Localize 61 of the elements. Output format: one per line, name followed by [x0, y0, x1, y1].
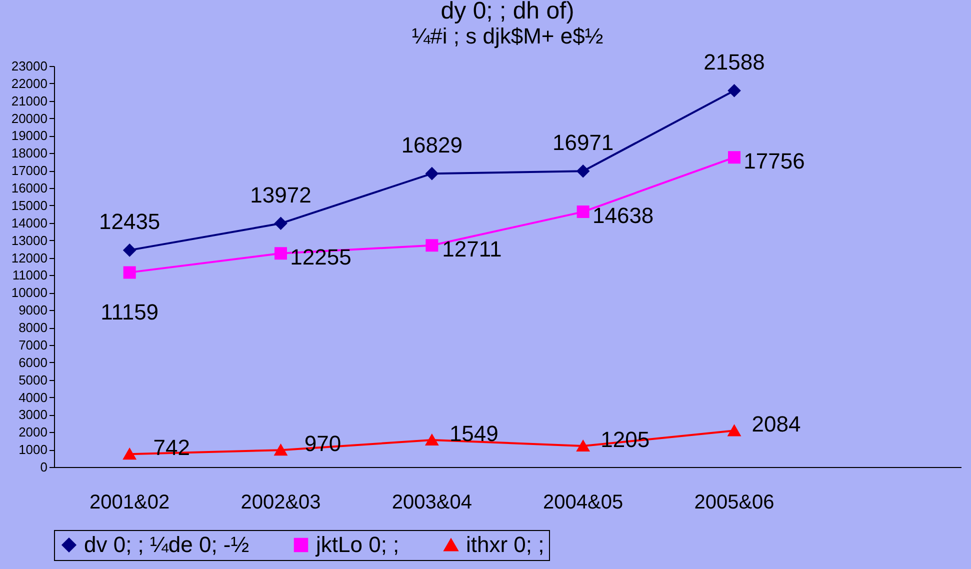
- y-tick-label: 19000: [11, 128, 48, 144]
- point: [728, 84, 740, 97]
- y-tick-label: 14000: [11, 215, 48, 230]
- x-tick-label: 2005&06: [694, 492, 774, 514]
- data-label: 11159: [100, 299, 159, 324]
- point: [728, 425, 740, 436]
- chart-title: dy 0; ; dh of): [440, 0, 574, 25]
- point: [123, 244, 136, 256]
- data-label: 16971: [552, 130, 614, 156]
- y-tick-label: 16000: [11, 180, 48, 196]
- data-label: 13972: [250, 182, 312, 208]
- data-label: 12255: [290, 244, 352, 270]
- point: [576, 440, 590, 452]
- y-tick-label: 15000: [11, 198, 48, 213]
- y-tick-label: 1000: [18, 442, 48, 458]
- point: [426, 239, 438, 252]
- y-tick-label: 2000: [18, 424, 48, 440]
- point: [123, 266, 136, 279]
- y-tick-label: 22000: [11, 76, 48, 91]
- data-label: 14638: [592, 202, 654, 228]
- point: [274, 217, 287, 230]
- point: [576, 206, 590, 218]
- chart-subtitle: ¼#i ; s djk$M+ e$½: [412, 24, 604, 49]
- y-tick-label: 7000: [18, 337, 48, 352]
- data-label: 21588: [704, 50, 765, 75]
- data-label: 12435: [98, 209, 160, 234]
- point: [728, 151, 740, 164]
- legend-label: jktLo 0; ;: [315, 532, 400, 557]
- y-tick-label: 0: [40, 460, 48, 474]
- y-tick-label: 21000: [11, 93, 48, 108]
- point: [576, 164, 590, 178]
- y-tick-label: 17000: [11, 163, 48, 178]
- legend-label: dv 0; ; ¼de 0; -½: [84, 532, 250, 557]
- y-tick-label: 10000: [11, 285, 48, 300]
- point: [274, 444, 287, 456]
- data-label: 2084: [752, 412, 801, 437]
- point: [123, 448, 136, 460]
- point: [426, 167, 438, 180]
- y-tick-label: 20000: [11, 110, 48, 126]
- y-tick-label: 9000: [18, 302, 48, 318]
- y-tick-label: 4000: [18, 390, 48, 405]
- data-label: 16829: [401, 132, 463, 158]
- data-label: 12711: [442, 236, 502, 262]
- x-tick-label: 2003&04: [392, 492, 472, 514]
- point: [426, 434, 438, 446]
- x-tick-label: 2004&05: [543, 492, 624, 514]
- legend-label: ithxr 0; ;: [466, 532, 544, 557]
- y-tick-label: 13000: [11, 232, 48, 248]
- y-tick-label: 23000: [11, 58, 48, 74]
- y-tick-label: 6000: [18, 354, 48, 370]
- y-tick-label: 8000: [18, 320, 48, 336]
- x-tick-label: 2001&02: [90, 492, 170, 514]
- data-label: 1549: [449, 420, 498, 446]
- y-tick-label: 5000: [18, 372, 48, 388]
- y-tick-label: 12000: [11, 250, 48, 266]
- y-tick-label: 3000: [18, 407, 48, 422]
- point: [274, 247, 287, 260]
- y-tick-label: 11000: [12, 268, 48, 283]
- data-label: 17756: [744, 148, 805, 174]
- x-tick-label: 2002&03: [240, 492, 321, 514]
- y-tick-label: 18000: [11, 146, 48, 161]
